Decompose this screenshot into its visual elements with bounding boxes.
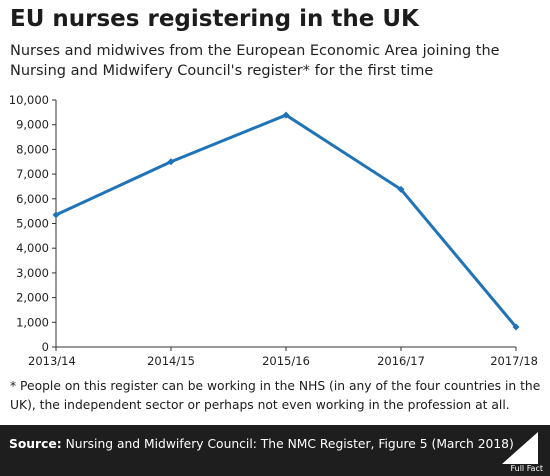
x-tick-label: 2016/17 [377, 354, 425, 368]
data-point [52, 211, 60, 219]
source-text: Nursing and Midwifery Council: The NMC R… [65, 437, 514, 451]
chart-subtitle: Nurses and midwives from the European Ec… [10, 43, 500, 79]
full-fact-logo-icon [502, 432, 538, 464]
y-tick-label: 2,000 [16, 291, 49, 305]
y-tick-label: 3,000 [16, 266, 49, 280]
x-tick-label: 2013/14 [28, 354, 76, 368]
chart-title: EU nurses registering in the UK [10, 6, 419, 32]
source-label: Source: [9, 437, 62, 451]
data-point [282, 111, 290, 119]
x-tick-label: 2017/18 [490, 354, 538, 368]
y-tick-label: 8,000 [16, 142, 49, 156]
y-tick-label: 6,000 [16, 192, 49, 206]
data-point [397, 185, 405, 193]
y-tick-label: 7,000 [16, 167, 49, 181]
data-point [512, 323, 520, 331]
line-chart: 0 1,000 2,000 3,000 4,000 5,000 6,000 7,000 8,00… [9, 93, 538, 368]
x-tick-label: 2015/16 [262, 354, 310, 368]
series-line [55, 113, 518, 328]
y-tick-label: 1,000 [16, 315, 49, 329]
y-tick-label: 9,000 [16, 118, 49, 132]
source-line: Source: Nursing and Midwifery Council: T… [9, 437, 514, 451]
y-tick-label: 10,000 [9, 93, 49, 107]
footnote: * People on this register can be working… [10, 379, 541, 412]
y-tick-label: 5,000 [16, 217, 49, 231]
y-tick-label: 0 [42, 340, 49, 354]
y-tick-label: 4,000 [16, 241, 49, 255]
logo-text: Full Fact [510, 464, 543, 473]
x-tick-label: 2014/15 [147, 354, 195, 368]
data-point [167, 158, 175, 166]
footer-bar: Source: Nursing and Midwifery Council: T… [0, 425, 550, 476]
